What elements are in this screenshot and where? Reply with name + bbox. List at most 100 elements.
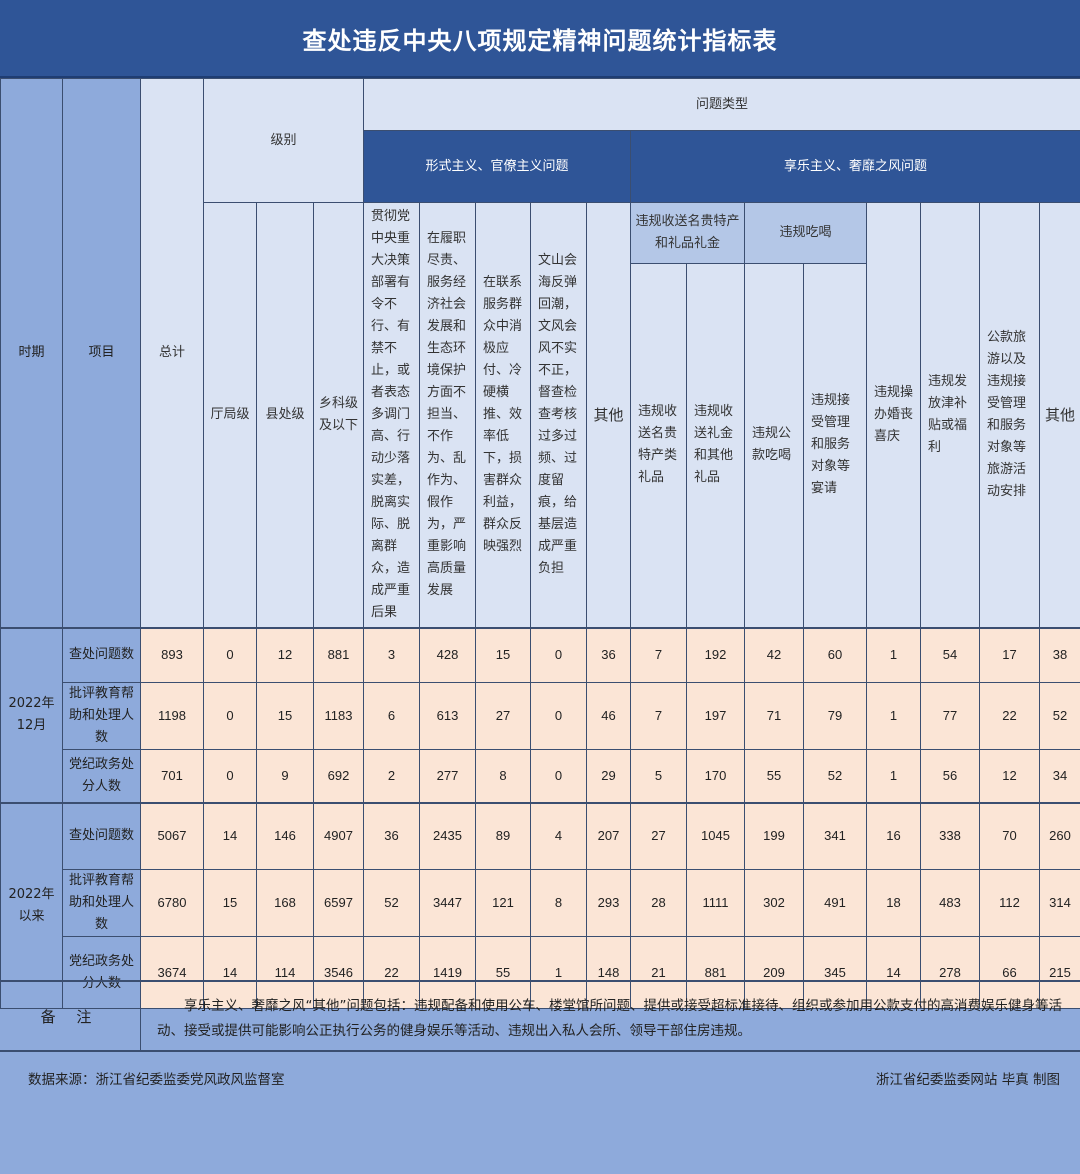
value-cell: 15 [475, 626, 532, 683]
header-hedonism-subcol: 违规收送名贵特产类礼品 [630, 263, 688, 628]
value-cell: 4 [530, 801, 588, 870]
value-cell: 1 [866, 626, 922, 683]
value-cell: 260 [1039, 801, 1080, 870]
table-row: 党纪政务处分人数 3674 14 114 3546 22 1419 55 1 148 21 881 20… [1, 936, 1080, 1009]
header-hedonism-group: 违规吃喝 [744, 202, 868, 264]
item-cell: 查处问题数 [62, 626, 141, 683]
value-cell: 36 [586, 626, 632, 683]
header-hedonism-subcol: 违规接受管理和服务对象等宴请 [803, 263, 868, 628]
value-cell: 215 [1039, 936, 1080, 1009]
table-row: 形式主义、官僚主义问题 享乐主义、奢靡之风问题 [1, 130, 1080, 203]
credit: 浙江省纪委监委网站 毕真 制图 [875, 1072, 1060, 1088]
value-cell: 3674 [140, 936, 204, 1009]
header-item: 项目 [62, 78, 141, 628]
value-cell: 197 [686, 682, 746, 750]
header-total: 总计 [140, 78, 204, 628]
data-source: 数据来源：浙江省纪委监委党风政风监督室 [28, 1072, 285, 1088]
value-cell: 46 [586, 682, 632, 750]
header-hedonism-col: 违规发放津补贴或福利 [920, 202, 981, 628]
value-cell: 22 [363, 936, 421, 1009]
value-cell: 42 [744, 626, 805, 683]
value-cell: 66 [979, 936, 1041, 1009]
value-cell: 0 [203, 626, 257, 683]
value-cell: 6780 [140, 869, 204, 937]
value-cell: 428 [419, 626, 477, 683]
value-cell: 341 [803, 801, 868, 870]
value-cell: 278 [920, 936, 981, 1009]
value-cell: 1419 [419, 936, 477, 1009]
header-hedonism-group: 违规收送名贵特产和礼品礼金 [630, 202, 746, 264]
value-cell: 15 [256, 682, 314, 750]
value-cell: 207 [586, 801, 632, 870]
value-cell: 55 [475, 936, 532, 1009]
value-cell: 491 [803, 869, 868, 937]
value-cell: 114 [256, 936, 314, 1009]
value-cell: 21 [630, 936, 688, 1009]
header-hedonism-col: 其他 [1039, 202, 1080, 628]
header-hedonism-col: 违规操办婚丧喜庆 [866, 202, 922, 628]
value-cell: 148 [586, 936, 632, 1009]
value-cell: 54 [920, 626, 981, 683]
value-cell: 22 [979, 682, 1041, 750]
value-cell: 170 [686, 749, 746, 803]
header-hedonism-subcol: 违规公款吃喝 [744, 263, 805, 628]
header-formalism-col: 其他 [586, 202, 632, 628]
value-cell: 293 [586, 869, 632, 937]
table-row: 违规收送名贵特产类礼品 违规收送礼金和其他礼品 违规公款吃喝 违规接受管理和服务对象等… [1, 263, 1080, 628]
value-cell: 121 [475, 869, 532, 937]
value-cell: 1111 [686, 869, 746, 937]
value-cell: 89 [475, 801, 532, 870]
value-cell: 1 [866, 749, 922, 803]
value-cell: 6 [363, 682, 421, 750]
value-cell: 302 [744, 869, 805, 937]
value-cell: 0 [203, 749, 257, 803]
value-cell: 483 [920, 869, 981, 937]
value-cell: 52 [1039, 682, 1080, 750]
table-row: 2022年12月 查处问题数 893 0 12 881 3 428 15 0 36 7 192 42 60 1… [0, 626, 1080, 803]
header-hedonism-col: 公款旅游以及违规接受管理和服务对象等旅游活动安排 [979, 202, 1041, 628]
value-cell: 15 [203, 869, 257, 937]
value-cell: 8 [530, 869, 588, 937]
value-cell: 38 [1039, 626, 1080, 683]
value-cell: 893 [140, 626, 204, 683]
value-cell: 14 [203, 801, 257, 870]
value-cell: 338 [920, 801, 981, 870]
value-cell: 17 [979, 626, 1041, 683]
page-title: 查处违反中央八项规定精神问题统计指标表 [0, 0, 1080, 78]
value-cell: 28 [630, 869, 688, 937]
table-row: 2022年以来 查处问题数 5067 14 146 4907 36 2435 89 4 207 27 1… [0, 801, 1080, 1009]
value-cell: 192 [686, 626, 746, 683]
item-cell: 党纪政务处分人数 [62, 936, 141, 1009]
value-cell: 29 [586, 749, 632, 803]
value-cell: 613 [419, 682, 477, 750]
value-cell: 70 [979, 801, 1041, 870]
value-cell: 56 [920, 749, 981, 803]
value-cell: 5 [630, 749, 688, 803]
header-hedonism-subcol: 违规收送礼金和其他礼品 [686, 263, 746, 628]
value-cell: 701 [140, 749, 204, 803]
header-level-col: 乡科级及以下 [312, 202, 365, 628]
period-cell: 2022年以来 [0, 801, 63, 1009]
header-level-col: 县处级 [256, 202, 314, 628]
value-cell: 692 [312, 749, 365, 803]
value-cell: 168 [256, 869, 314, 937]
remarks-text: 享乐主义、奢靡之风“其他”问题包括：违规配备和使用公车、楼堂馆所问题、提供或接受… [157, 998, 1062, 1039]
item-cell: 查处问题数 [62, 801, 141, 870]
remarks-label: 备 注 [0, 982, 141, 1050]
item-cell: 党纪政务处分人数 [62, 749, 141, 803]
value-cell: 9 [256, 749, 314, 803]
value-cell: 345 [803, 936, 868, 1009]
value-cell: 34 [1039, 749, 1080, 803]
header-formalism-col: 在联系服务群众中消极应付、冷硬横推、效率低下，损害群众利益，群众反映强烈 [475, 202, 532, 628]
table-row: 时期 项目 总计 级别 问题类型 [0, 78, 1080, 628]
value-cell: 27 [630, 801, 688, 870]
table-row: 批评教育帮助和处理人数 1198 0 15 1183 6 613 27 0 46 7 197 71 79 1… [1, 682, 1080, 750]
header-level: 级别 [202, 78, 365, 203]
value-cell: 12 [979, 749, 1041, 803]
remarks-row: 备 注 享乐主义、奢靡之风“其他”问题包括：违规配备和使用公车、楼堂馆所问题、提… [0, 980, 1080, 1052]
value-cell: 0 [530, 749, 588, 803]
value-cell: 3 [363, 626, 421, 683]
value-cell: 52 [363, 869, 421, 937]
value-cell: 16 [866, 801, 922, 870]
value-cell: 6597 [312, 869, 365, 937]
